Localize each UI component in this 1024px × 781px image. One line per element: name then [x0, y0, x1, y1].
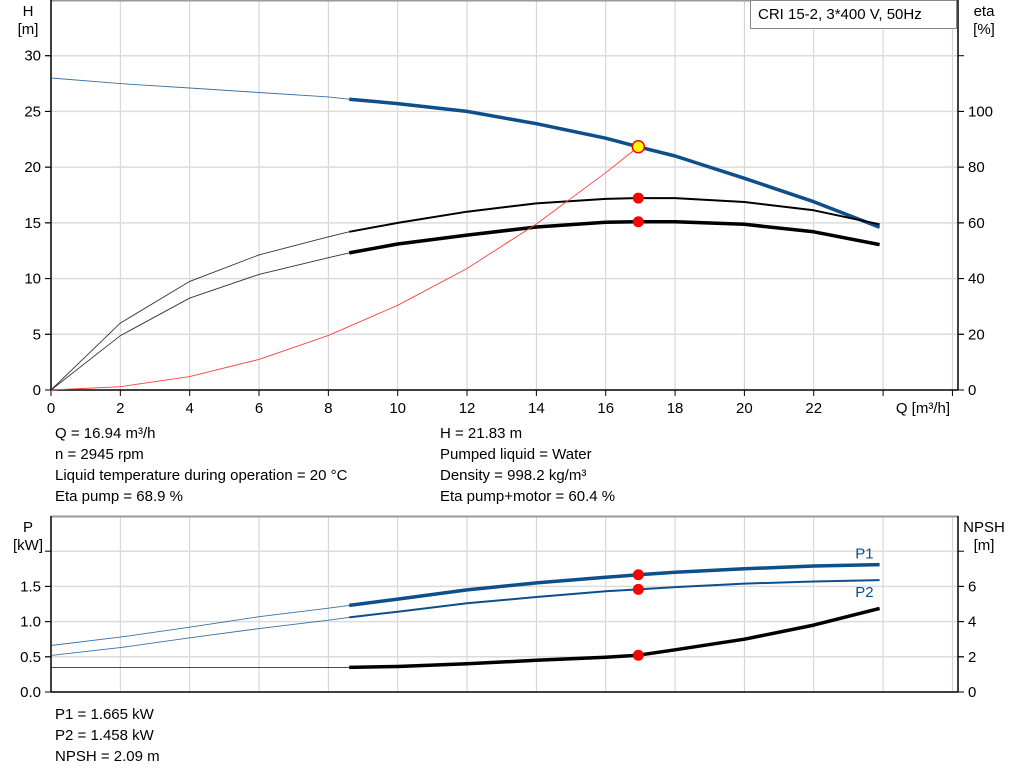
duty-point-marker: [632, 583, 644, 595]
curve-eta_pump: [349, 197, 880, 233]
y-axis-unit-right: [m]: [974, 537, 995, 554]
x-tick-label: 16: [597, 400, 614, 417]
info-top-right: H = 21.83 m Pumped liquid = Water Densit…: [440, 423, 615, 507]
curve-P2: [349, 579, 880, 619]
info-liquid: Pumped liquid = Water: [440, 446, 592, 463]
x-tick-label: 6: [255, 400, 263, 417]
curve-P2-thin: [50, 616, 350, 656]
y-axis-unit-right: [%]: [973, 21, 995, 38]
duty-point-marker: [632, 216, 644, 228]
x-axis-label: Q [m³/h]: [896, 400, 950, 417]
y-tick-label-left: 0.5: [20, 649, 41, 666]
y-tick-label-left: 15: [24, 215, 41, 232]
y-tick-label-left: 10: [24, 271, 41, 288]
info-top-left: Q = 16.94 m³/h n = 2945 rpm Liquid tempe…: [55, 423, 347, 507]
y-axis-unit-left: [m]: [18, 21, 39, 38]
x-tick-label: 20: [736, 400, 753, 417]
info-density: Density = 998.2 kg/m³: [440, 467, 587, 484]
duty-point-marker: [631, 140, 646, 154]
y-tick-label-right: 20: [968, 326, 985, 343]
x-tick-label: 4: [186, 400, 194, 417]
curve-system: [50, 146, 639, 391]
y-tick-label-right: 60: [968, 215, 985, 232]
duty-point-marker: [632, 649, 644, 661]
info-p1: P1 = 1.665 kW: [55, 706, 154, 723]
y-tick-label-left: 0.0: [20, 684, 41, 701]
info-eta-pump: Eta pump = 68.9 %: [55, 488, 183, 505]
y-tick-label-left: 5: [33, 326, 41, 343]
x-tick-label: 2: [116, 400, 124, 417]
info-h: H = 21.83 m: [440, 425, 523, 442]
y-tick-label-right: 80: [968, 159, 985, 176]
duty-point-marker: [632, 569, 644, 581]
curve-H: [349, 97, 881, 229]
curve-eta_pump_motor: [348, 219, 880, 255]
info-n: n = 2945 rpm: [55, 446, 144, 463]
curve-P1: [348, 562, 880, 608]
curve-P1-thin: [50, 604, 350, 646]
x-tick-label: 0: [47, 400, 55, 417]
x-tick-label: 18: [667, 400, 684, 417]
y-axis-label-right: NPSH: [963, 519, 1005, 536]
x-tick-label: 10: [389, 400, 406, 417]
legend-box: [750, 0, 957, 29]
y-axis-label-left: H: [23, 3, 34, 20]
curve-eta_pump-thin: [50, 231, 350, 391]
y-tick-label-right: 40: [968, 271, 985, 288]
info-bottom: P1 = 1.665 kW P2 = 1.458 kW NPSH = 2.09 …: [55, 704, 160, 767]
info-p2: P2 = 1.458 kW: [55, 727, 154, 744]
y-axis-label-right: eta: [974, 3, 996, 20]
curve-eta_pump_motor-thin: [50, 252, 350, 391]
y-tick-label-left: 20: [24, 159, 41, 176]
y-tick-label-right: 2: [968, 649, 976, 666]
y-axis-label-left: P: [23, 519, 33, 536]
series-label-P2: P2: [855, 584, 873, 601]
y-tick-label-left: 1.5: [20, 578, 41, 595]
x-tick-label: 12: [459, 400, 476, 417]
y-tick-label-right: 6: [968, 578, 976, 595]
curve-NPSH: [349, 606, 881, 670]
info-eta-pump-motor: Eta pump+motor = 60.4 %: [440, 488, 616, 505]
y-axis-unit-left: [kW]: [13, 537, 43, 554]
info-temperature: Liquid temperature during operation = 20…: [55, 467, 348, 484]
info-npsh: NPSH = 2.09 m: [55, 748, 160, 765]
series-label-P1: P1: [855, 546, 873, 563]
y-tick-label-right: 100: [968, 103, 993, 120]
legend-box-text: CRI 15-2, 3*400 V, 50Hz: [758, 6, 922, 23]
y-tick-label-left: 25: [24, 103, 41, 120]
curve-H-thin: [50, 77, 350, 100]
y-tick-label-right: 0: [968, 684, 976, 701]
y-tick-label-right: 0: [968, 382, 976, 399]
x-tick-label: 22: [805, 400, 822, 417]
duty-point-marker: [632, 192, 644, 204]
y-tick-label-left: 1.0: [20, 614, 41, 631]
y-tick-label-left: 0: [33, 382, 41, 399]
y-tick-label-left: 30: [24, 48, 41, 65]
x-tick-label: 14: [528, 400, 545, 417]
y-tick-label-right: 4: [968, 614, 976, 631]
info-q: Q = 16.94 m³/h: [55, 425, 156, 442]
x-tick-label: 8: [324, 400, 332, 417]
